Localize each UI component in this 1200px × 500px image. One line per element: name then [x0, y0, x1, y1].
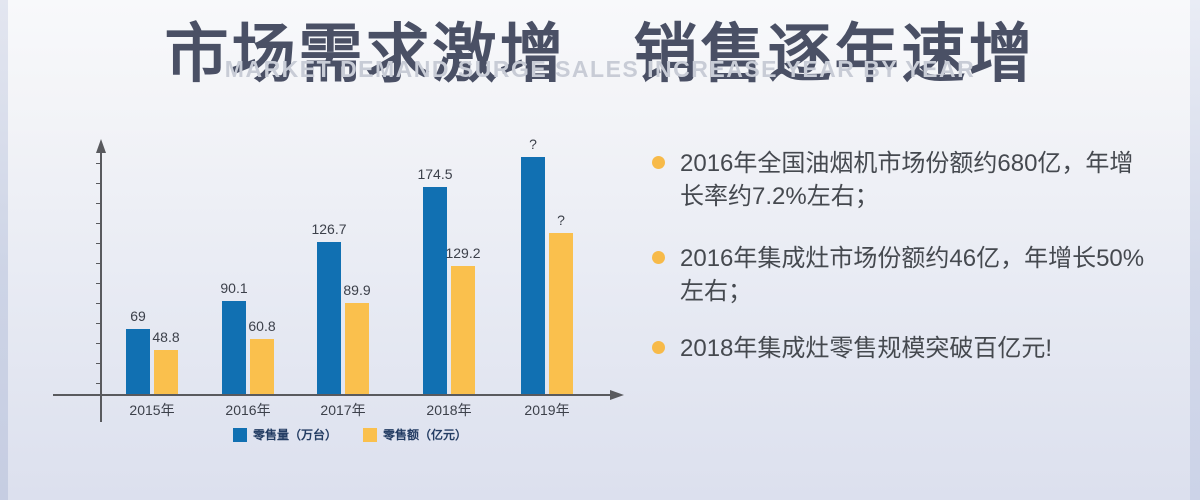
page-right-border [1190, 0, 1200, 500]
legend-item-series0: 零售量（万台） [232, 426, 337, 443]
y-axis-line [100, 150, 102, 422]
bar-value-label: 69 [130, 308, 146, 324]
y-axis-tick [96, 203, 101, 204]
x-axis-category-label: 2017年 [320, 402, 366, 418]
y-axis-tick [96, 183, 101, 184]
x-axis-category-label: 2016年 [225, 402, 271, 418]
bar-value-label: ? [529, 136, 537, 152]
bullet-dot-icon [652, 341, 665, 354]
bar-value-label: 126.7 [311, 221, 347, 237]
bar-2017-series1 [345, 303, 369, 394]
y-axis-tick [96, 243, 101, 244]
x-axis-category-label: 2019年 [524, 402, 570, 418]
page-left-border [0, 0, 8, 500]
legend-swatch-icon [363, 427, 377, 442]
bar-value-label: 89.9 [343, 282, 371, 298]
bar-2017-series0 [317, 242, 341, 394]
bar-2018-series0 [423, 187, 447, 394]
y-axis-tick [96, 163, 101, 164]
bullet-dot-icon [652, 251, 665, 264]
bullet-text: 2016年全国油烟机市场份额约680亿，年增长率约7.2%左右； [680, 150, 1134, 210]
bar-value-label: 60.8 [248, 318, 276, 334]
y-axis-tick [96, 263, 101, 264]
chart-legend: 零售量（万台） 零售额（亿元） [90, 426, 610, 443]
y-axis-tick [96, 283, 101, 284]
bar-2016-series1 [250, 339, 274, 394]
bullet-text: 2018年集成灶零售规模突破百亿元! [680, 335, 1053, 362]
legend-swatch-icon [232, 427, 247, 442]
bar-2019-series1 [549, 233, 573, 394]
legend-item-series1: 零售额（亿元） [363, 426, 467, 443]
y-axis-tick [96, 343, 101, 344]
y-axis-tick [96, 323, 101, 324]
list-item: 2016年集成灶市场份额约46亿，年增长50%左右； [652, 242, 1150, 308]
y-axis-tick [96, 223, 101, 224]
x-axis-arrow-icon [610, 390, 624, 400]
bullet-text: 2016年集成灶市场份额约46亿，年增长50%左右； [680, 245, 1145, 305]
bar-2015-series0 [126, 329, 150, 394]
bar-value-label: 129.2 [445, 245, 481, 261]
y-axis-tick [96, 383, 101, 384]
list-item: 2016年全国油烟机市场份额约680亿，年增长率约7.2%左右； [652, 147, 1150, 213]
legend-label: 零售量（万台） [252, 428, 337, 442]
bar-value-label: ? [557, 212, 565, 228]
bar-value-label: 48.8 [152, 329, 180, 345]
bar-2018-series1 [451, 266, 475, 394]
legend-label: 零售额（亿元） [383, 428, 468, 442]
bar-2015-series1 [154, 350, 178, 394]
bar-2016-series0 [222, 301, 246, 394]
y-axis-arrow-icon [95, 139, 106, 153]
page-subtitle: MARKET DEMAND SURGE SALES INCREASE YEAR … [224, 56, 976, 82]
bullet-dot-icon [652, 156, 665, 169]
x-axis-category-label: 2015年 [129, 402, 175, 418]
bar-value-label: 174.5 [417, 166, 453, 182]
y-axis-tick [96, 363, 101, 364]
list-item: 2018年集成灶零售规模突破百亿元! [652, 332, 1150, 365]
x-axis-category-label: 2018年 [426, 402, 472, 418]
page-title: 市场需求激增 销售逐年速增 [164, 17, 1036, 90]
x-axis-line [53, 394, 611, 396]
bar-2019-series0 [521, 157, 545, 394]
bar-value-label: 90.1 [220, 280, 248, 296]
y-axis-tick [96, 303, 101, 304]
